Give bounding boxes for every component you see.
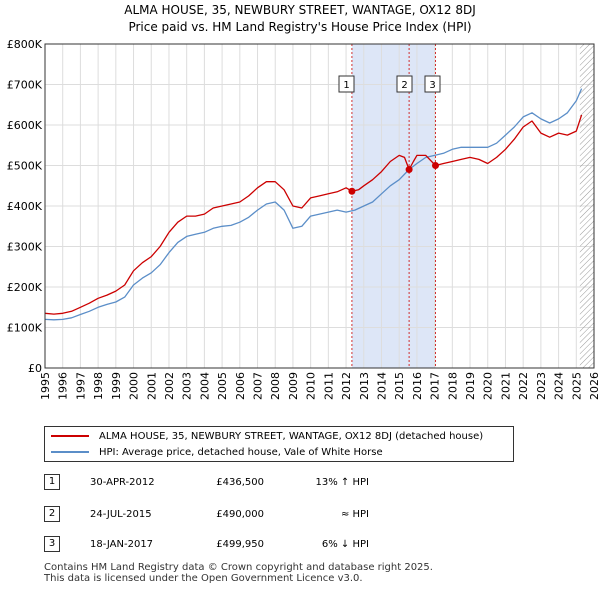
x-tick-label: 2008 [269,372,282,400]
chart-legend: ALMA HOUSE, 35, NEWBURY STREET, WANTAGE,… [44,426,514,462]
x-tick-label: 2005 [216,372,229,400]
x-tick-label: 2012 [340,372,353,400]
legend-item-price-paid: ALMA HOUSE, 35, NEWBURY STREET, WANTAGE,… [51,429,483,445]
x-tick-label: 2014 [375,372,388,400]
transaction-date: 30-APR-2012 [90,477,155,488]
x-tick-label: 1997 [74,372,87,400]
x-tick-label: 2001 [145,372,158,400]
legend-label-price-paid: ALMA HOUSE, 35, NEWBURY STREET, WANTAGE,… [99,431,484,442]
x-tick-label: 2019 [464,372,477,400]
x-tick-label: 2007 [252,372,265,400]
x-tick-label: 2004 [198,372,211,400]
x-tick-label: 2022 [517,372,530,400]
x-tick-label: 2006 [234,372,247,400]
x-tick-label: 2015 [393,372,406,400]
y-tick-label: £700K [7,79,43,92]
plot-border [44,43,595,369]
x-tick-label: 1996 [57,372,70,400]
transaction-number: 2 [44,506,60,522]
hpi-series-line [45,88,583,321]
footer-attribution: Contains HM Land Registry data © Crown c… [44,562,433,584]
legend-label-hpi: HPI: Average price, detached house, Vale… [99,447,383,458]
x-tick-label: 2011 [322,372,335,400]
x-tick-label: 2002 [163,372,176,400]
x-tick-label: 2020 [482,372,495,400]
y-tick-label: £600K [7,119,43,132]
transaction-hpi-comparison: ≈ HPI [340,509,369,520]
transaction-box-label-2: 2 [401,80,407,91]
transaction-price: £490,000 [216,509,264,520]
price-chart: 1 2 3 £0 £100K £200K £300K £400K £500K £600K £700K… [7,38,600,400]
transaction-box-1 [338,75,355,93]
x-tick-label: 2016 [411,372,424,400]
x-tick-label: 2018 [446,372,459,400]
y-tick-label: £0 [28,362,42,375]
series-group [45,88,583,321]
transaction-hpi-comparison: 6% ↓ HPI [321,539,369,550]
transaction-box-2 [396,75,413,93]
transaction-date: 24-JUL-2015 [90,509,152,520]
transaction-date: 18-JAN-2017 [90,539,154,550]
x-tick-label: 1999 [110,372,123,400]
transaction-marker-1 [348,187,356,195]
x-tick-label: 2024 [553,372,566,400]
y-tick-label: £200K [7,281,43,294]
x-tick-label: 1995 [39,372,52,400]
y-tick-label: £400K [7,200,43,213]
y-tick-label: £500K [7,160,43,173]
transaction-marker-2 [405,166,413,174]
hatched-area [579,44,594,368]
x-tick-label: 1998 [92,372,105,400]
transaction-hpi-comparison: 13% ↑ HPI [315,477,369,488]
x-tick-label: 2009 [287,372,300,400]
x-tick-label: 2013 [358,372,371,400]
title-line-1: ALMA HOUSE, 35, NEWBURY STREET, WANTAGE,… [124,3,476,17]
transaction-price: £499,950 [216,539,264,550]
x-tick-label: 2026 [588,372,600,400]
footer-line-2: This data is licensed under the Open Gov… [44,573,363,584]
y-tick-label: £100K [7,322,43,335]
x-tick-label: 2010 [305,372,318,400]
x-tick-label: 2021 [499,372,512,400]
transaction-price: £436,500 [216,477,264,488]
transaction-box-label-1: 1 [343,80,349,91]
footer-line-1: Contains HM Land Registry data © Crown c… [44,562,433,573]
transaction-box-label-3: 3 [429,80,435,91]
x-tick-label: 2000 [128,372,141,400]
transaction-number: 1 [44,474,60,490]
legend-item-hpi: HPI: Average price, detached house, Vale… [51,445,383,461]
y-tick-label: £300K [7,241,43,254]
title-line-2: Price paid vs. HM Land Registry's House … [128,20,472,34]
chart-title: ALMA HOUSE, 35, NEWBURY STREET, WANTAGE,… [0,2,600,36]
x-tick-label: 2017 [429,372,442,400]
x-tick-label: 2003 [181,372,194,400]
transaction-marker-3 [431,162,439,170]
price-paid-series-line [45,114,583,315]
x-tick-label: 2023 [535,372,548,400]
y-tick-label: £800K [7,38,43,51]
x-tick-label: 2025 [570,372,583,400]
transaction-box-3 [424,75,441,93]
transaction-number: 3 [44,536,60,552]
legend-swatch-hpi [51,451,89,453]
legend-swatch-price-paid [51,435,89,437]
